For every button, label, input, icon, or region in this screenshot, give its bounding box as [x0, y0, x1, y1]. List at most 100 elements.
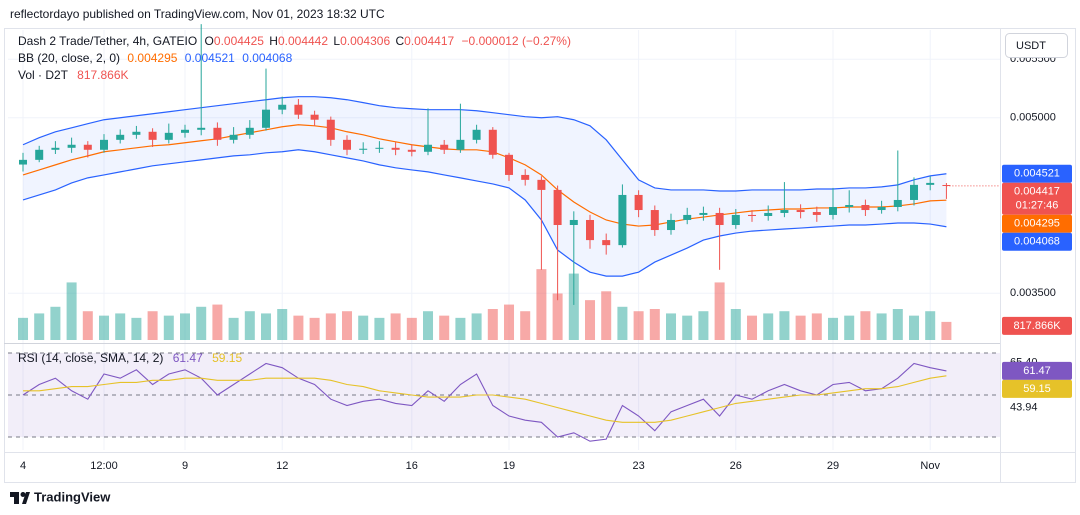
- candle-body: [148, 131, 157, 140]
- candle-body: [278, 104, 287, 110]
- volume-bar: [520, 311, 531, 340]
- volume-bar: [455, 317, 466, 340]
- candle-body: [456, 139, 465, 150]
- rsi-line: [23, 375, 947, 423]
- volume-bar: [811, 313, 822, 340]
- candle-body: [83, 144, 92, 150]
- volume-bar: [828, 317, 839, 340]
- volume-bar: [131, 317, 142, 340]
- volume-bar: [795, 315, 806, 340]
- candle-body: [440, 144, 449, 150]
- candle-body: [748, 214, 757, 216]
- last-price-label: 0.004417: [1014, 186, 1060, 198]
- candle-body: [359, 148, 368, 150]
- rsi-legend: RSI (14, close, SMA, 14, 2) 61.47 59.15: [18, 351, 242, 365]
- volume-bar: [99, 315, 110, 340]
- upper-band-label: 0.004521: [1014, 168, 1060, 180]
- rsi-label: 61.47: [1023, 365, 1051, 377]
- volume-bar: [293, 315, 304, 340]
- volume-bar: [941, 321, 952, 340]
- candle-body: [812, 212, 821, 215]
- candle-body: [262, 109, 271, 128]
- volume-bar: [536, 269, 547, 340]
- volume-bar: [261, 313, 272, 340]
- candle-body: [667, 219, 676, 231]
- lower-band-label-box: [1002, 232, 1072, 251]
- volume-bar: [585, 300, 596, 340]
- candle-body: [100, 139, 109, 150]
- rsi-ma-value: 59.15: [212, 351, 242, 365]
- candle-body: [407, 149, 416, 152]
- volume-bar: [212, 304, 223, 340]
- x-tick-label: 12:00: [90, 460, 118, 472]
- volume-bar: [244, 311, 255, 340]
- currency-label[interactable]: USDT: [1016, 40, 1046, 52]
- candle-body: [310, 114, 319, 120]
- bb-legend: BB (20, close, 2, 0) 0.004295 0.004521 0…: [18, 51, 293, 65]
- candle-layer: [19, 24, 1000, 305]
- ohlc-value: 0.004417: [404, 34, 454, 48]
- ohlc-letter: L: [333, 34, 340, 48]
- last-price-label-box: [1002, 182, 1072, 215]
- volume-name: Vol · D2T: [18, 68, 69, 82]
- volume-bar: [666, 313, 677, 340]
- volume-bar: [487, 309, 498, 340]
- currency-button[interactable]: [1005, 33, 1068, 58]
- volume-bar: [228, 317, 239, 340]
- ohlc-value: 0.004306: [340, 34, 390, 48]
- logo-part: [14, 492, 19, 504]
- change: −0.000012 (−0.27%): [462, 34, 571, 48]
- candle-body: [164, 132, 173, 140]
- volume-bar: [617, 306, 628, 340]
- basis-label-box: [1002, 214, 1072, 233]
- volume-layer: [18, 269, 952, 340]
- basis-label: 0.004295: [1014, 218, 1060, 230]
- volume-bar: [406, 317, 417, 340]
- ohlc-letter: C: [395, 34, 404, 48]
- candle-body: [294, 104, 303, 115]
- ohlc-value: 0.004442: [278, 34, 328, 48]
- candle-body: [569, 219, 578, 226]
- candle-body: [699, 212, 708, 215]
- candle-body: [488, 129, 497, 155]
- logo-part: [20, 492, 26, 497]
- candle-body: [521, 174, 530, 180]
- ohlc-letter: H: [269, 34, 278, 48]
- publisher-line: reflectordayo published on TradingView.c…: [10, 7, 385, 21]
- candle-body: [796, 210, 805, 213]
- band-line: [22, 124, 947, 227]
- volume-bar: [18, 317, 29, 340]
- volume-bar: [730, 309, 741, 340]
- rsi-ma-label: 59.15: [1023, 383, 1051, 395]
- countdown: 01:27:46: [1016, 200, 1059, 212]
- volume-bar: [342, 311, 353, 340]
- candle-body: [19, 159, 28, 165]
- candle-body: [715, 212, 724, 226]
- candle-body: [618, 194, 627, 246]
- volume-legend: Vol · D2T 817.866K: [18, 68, 129, 82]
- rsi-name: RSI (14, close, SMA, 14, 2): [18, 351, 163, 365]
- volume-bar: [325, 313, 336, 340]
- candle-body: [375, 147, 384, 149]
- bb-value: 0.004521: [185, 51, 235, 65]
- volume-bar: [50, 306, 61, 340]
- volume-bar: [180, 313, 191, 340]
- symbol: Dash 2 Trade/Tether, 4h, GATEIO: [18, 34, 197, 48]
- candle-body: [926, 182, 935, 185]
- chart-frame: [4, 28, 1076, 483]
- candle-body: [181, 129, 190, 133]
- logo-part: [22, 492, 30, 504]
- candle-body: [893, 199, 902, 207]
- volume-bar: [892, 309, 903, 340]
- rsi-tick-label: 43.94: [1010, 402, 1038, 414]
- volume-bar: [439, 315, 450, 340]
- volume-bar: [423, 311, 434, 340]
- bollinger-layer: [22, 96, 947, 277]
- volume-bar: [196, 306, 207, 340]
- candle-body: [67, 144, 76, 148]
- x-tick-label: 23: [632, 460, 644, 472]
- x-tick-label: 19: [503, 460, 515, 472]
- candle-body: [51, 147, 60, 150]
